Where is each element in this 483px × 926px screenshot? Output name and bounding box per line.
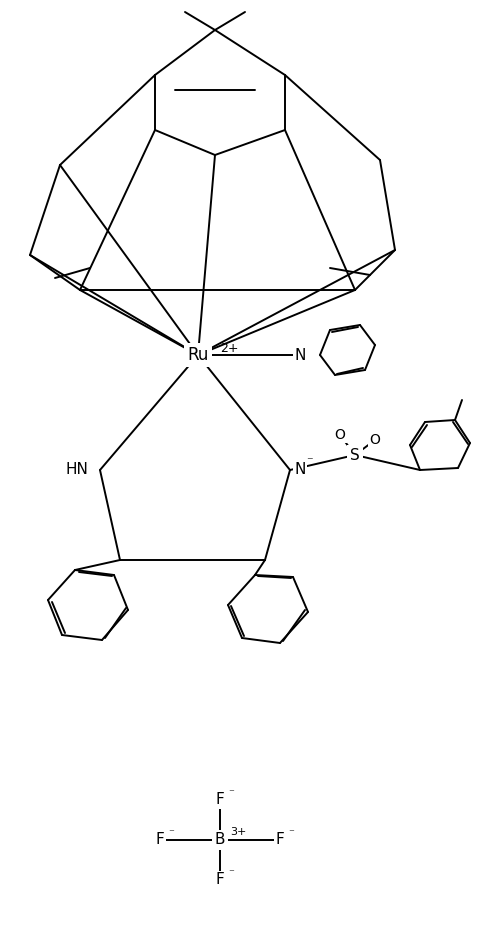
Text: F: F — [276, 832, 284, 847]
Text: ⁻: ⁻ — [228, 868, 234, 878]
Text: O: O — [335, 428, 345, 442]
Text: ⁻: ⁻ — [228, 788, 234, 798]
Text: N: N — [294, 347, 306, 362]
Text: ⁻: ⁻ — [288, 828, 294, 838]
Text: O: O — [369, 433, 381, 447]
Text: ⁻: ⁻ — [168, 828, 174, 838]
Text: F: F — [215, 872, 225, 887]
Text: S: S — [350, 447, 360, 462]
Text: N: N — [294, 462, 305, 478]
Text: F: F — [156, 832, 164, 847]
Text: B: B — [215, 832, 225, 847]
Text: Ru: Ru — [187, 346, 209, 364]
Text: F: F — [215, 793, 225, 807]
Text: 3+: 3+ — [230, 827, 246, 837]
Text: ⁻: ⁻ — [306, 456, 313, 469]
Text: 2+: 2+ — [220, 343, 239, 356]
Text: HN: HN — [65, 462, 88, 478]
